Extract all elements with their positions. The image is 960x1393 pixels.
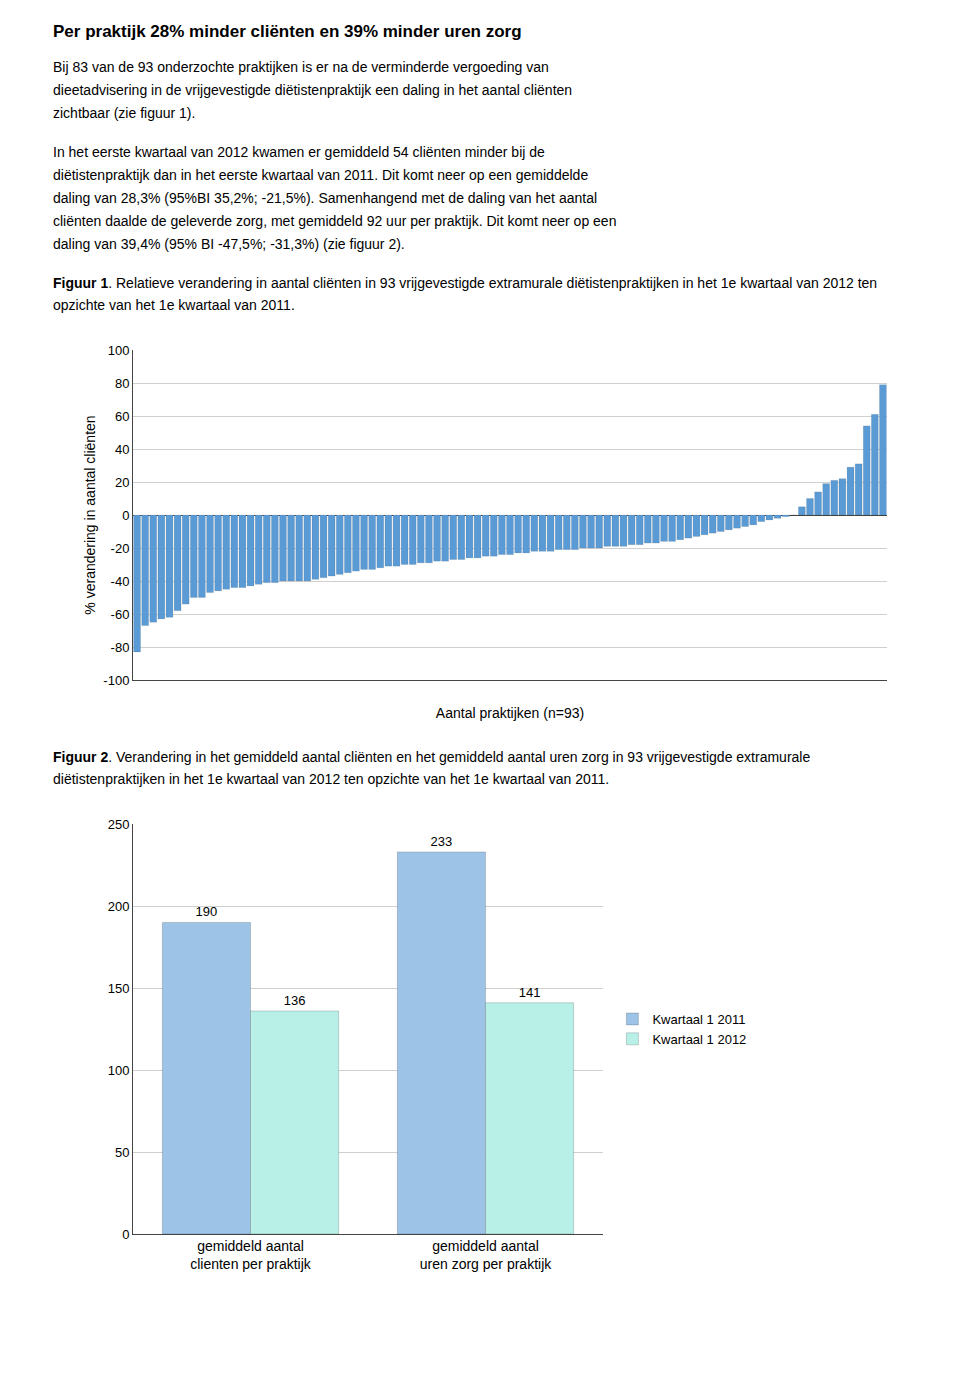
svg-text:190: 190 xyxy=(196,904,218,919)
svg-text:0: 0 xyxy=(122,1227,129,1242)
html-text:diëtistenpraktijk dan in het e: diëtistenpraktijk dan in het eerste kwar… xyxy=(53,167,589,183)
svg-text:136: 136 xyxy=(284,993,306,1008)
html-text:daling van 28,3% (95%BI 35,2%;: daling van 28,3% (95%BI 35,2%; -21,5%). … xyxy=(53,190,597,206)
html-text:Per praktijk 28% minder cliënt: Per praktijk 28% minder cliënten en 39% … xyxy=(53,22,522,41)
svg-text:80: 80 xyxy=(115,376,129,391)
svg-text:60: 60 xyxy=(115,409,129,424)
html-text:Bij 83 van de 93 onderzochte p: Bij 83 van de 93 onderzochte praktijken … xyxy=(53,59,549,75)
html-text:Figuur 2. Verandering in het g: Figuur 2. Verandering in het gemiddeld a… xyxy=(53,749,811,787)
html-text:Figuur 1. Relatieve veranderin: Figuur 1. Relatieve verandering in aanta… xyxy=(53,275,878,313)
svg-text:% verandering in aantal cliënt: % verandering in aantal cliënten xyxy=(82,415,98,614)
svg-text:-40: -40 xyxy=(111,574,130,589)
svg-text:0: 0 xyxy=(122,508,129,523)
svg-text:gemiddeld aantalclienten per p: gemiddeld aantalclienten per praktijk xyxy=(190,1238,312,1272)
svg-text:200: 200 xyxy=(108,899,130,914)
svg-text:20: 20 xyxy=(115,475,129,490)
html-text:dieetadvisering in de vrijgeve: dieetadvisering in de vrijgevestigde dië… xyxy=(53,82,573,98)
svg-text:Kwartaal 1 2011: Kwartaal 1 2011 xyxy=(652,1012,745,1027)
svg-text:-20: -20 xyxy=(111,541,130,556)
svg-text:-60: -60 xyxy=(111,607,130,622)
svg-text:Kwartaal 1 2012: Kwartaal 1 2012 xyxy=(652,1032,746,1047)
svg-text:233: 233 xyxy=(431,834,453,849)
svg-text:40: 40 xyxy=(115,442,129,457)
svg-text:150: 150 xyxy=(108,981,130,996)
svg-text:250: 250 xyxy=(108,817,130,832)
html-text:zichtbaar (zie figuur 1).: zichtbaar (zie figuur 1). xyxy=(53,105,196,121)
svg-text:141: 141 xyxy=(519,985,541,1000)
html-text:daling van 39,4% (95% BI -47,5: daling van 39,4% (95% BI -47,5%; -31,3%)… xyxy=(53,236,405,252)
svg-text:-100: -100 xyxy=(103,673,129,688)
svg-text:100: 100 xyxy=(108,1063,130,1078)
svg-text:gemiddeld aantaluren zorg per: gemiddeld aantaluren zorg per praktijk xyxy=(420,1238,553,1272)
svg-text:50: 50 xyxy=(115,1145,129,1160)
html-text:cliënten daalde de geleverde z: cliënten daalde de geleverde zorg, met g… xyxy=(53,213,617,229)
svg-text:-80: -80 xyxy=(111,640,130,655)
html-text:In het eerste kwartaal van 201: In het eerste kwartaal van 2012 kwamen e… xyxy=(53,144,545,160)
svg-text:100: 100 xyxy=(108,343,130,358)
svg-text:Aantal praktijken (n=93): Aantal praktijken (n=93) xyxy=(436,705,584,721)
